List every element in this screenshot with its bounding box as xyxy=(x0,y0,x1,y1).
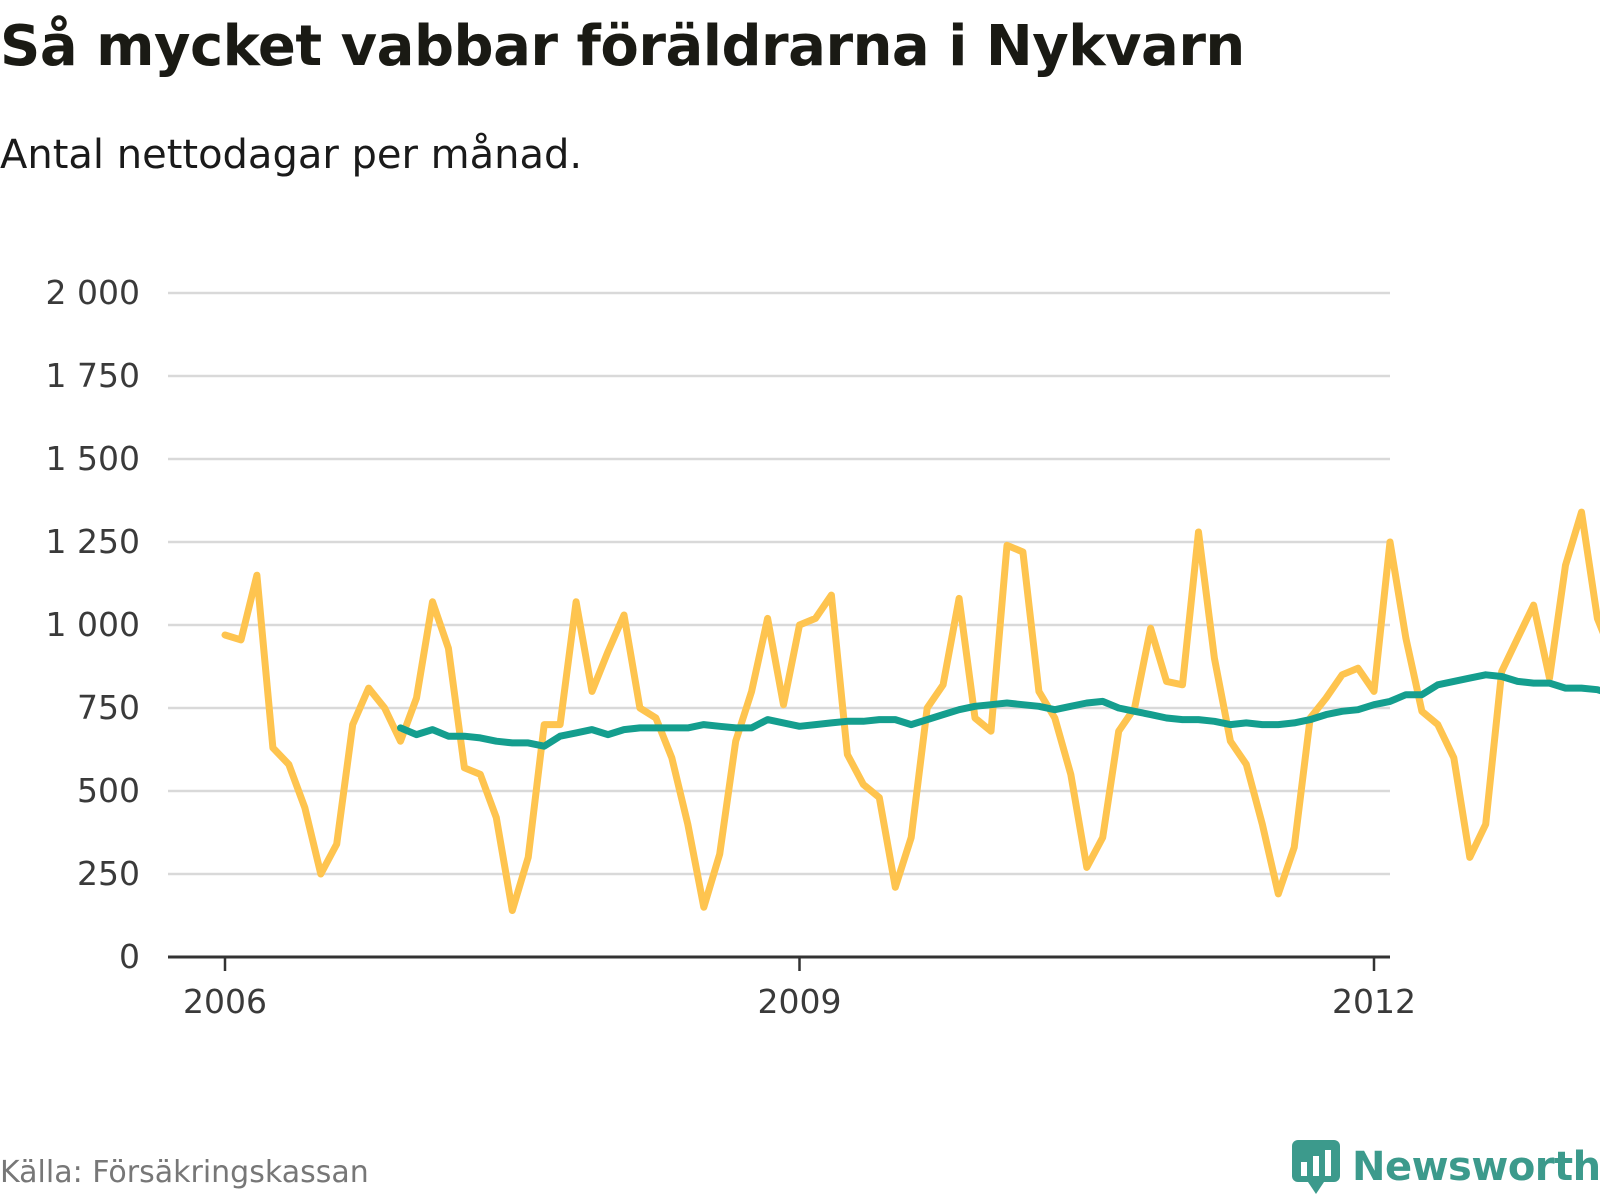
y-tick-label: 1 250 xyxy=(46,522,140,561)
y-tick-label: 500 xyxy=(77,771,140,810)
y-axis-ticks: 0 250 500 750 1 000 1 250 1 500 1 750 2 000 xyxy=(46,273,140,976)
page-subtitle: Antal nettodagar per månad. xyxy=(0,132,583,178)
source-note: Källa: Försäkringskassan xyxy=(0,1155,369,1190)
y-tick-label: 1 000 xyxy=(46,605,140,644)
series-trend-line xyxy=(397,671,1600,750)
series-per-month-line xyxy=(221,508,1600,914)
y-tick-label: 1 500 xyxy=(46,439,140,478)
page-title: Så mycket vabbar föräldrarna i Nykvarn xyxy=(0,14,1245,79)
brand-name: Newsworthy xyxy=(1352,1144,1600,1190)
x-axis-ticks: 2006200920122015201820212023 xyxy=(183,957,1416,1021)
newsworthy-bar-chart-icon xyxy=(1292,1140,1340,1194)
y-tick-label: 250 xyxy=(77,854,140,893)
x-tick-label: 2012 xyxy=(1332,982,1416,1021)
y-tick-label: 2 000 xyxy=(46,273,140,312)
series-group xyxy=(221,508,1600,914)
y-tick-label: 1 750 xyxy=(46,356,140,395)
y-tick-label: 750 xyxy=(77,688,140,727)
y-tick-label: 0 xyxy=(119,937,140,976)
brand-logo[interactable]: Newsworthy xyxy=(1290,1138,1600,1196)
x-tick-label: 2006 xyxy=(183,982,267,1021)
x-tick-label: 2009 xyxy=(758,982,842,1021)
